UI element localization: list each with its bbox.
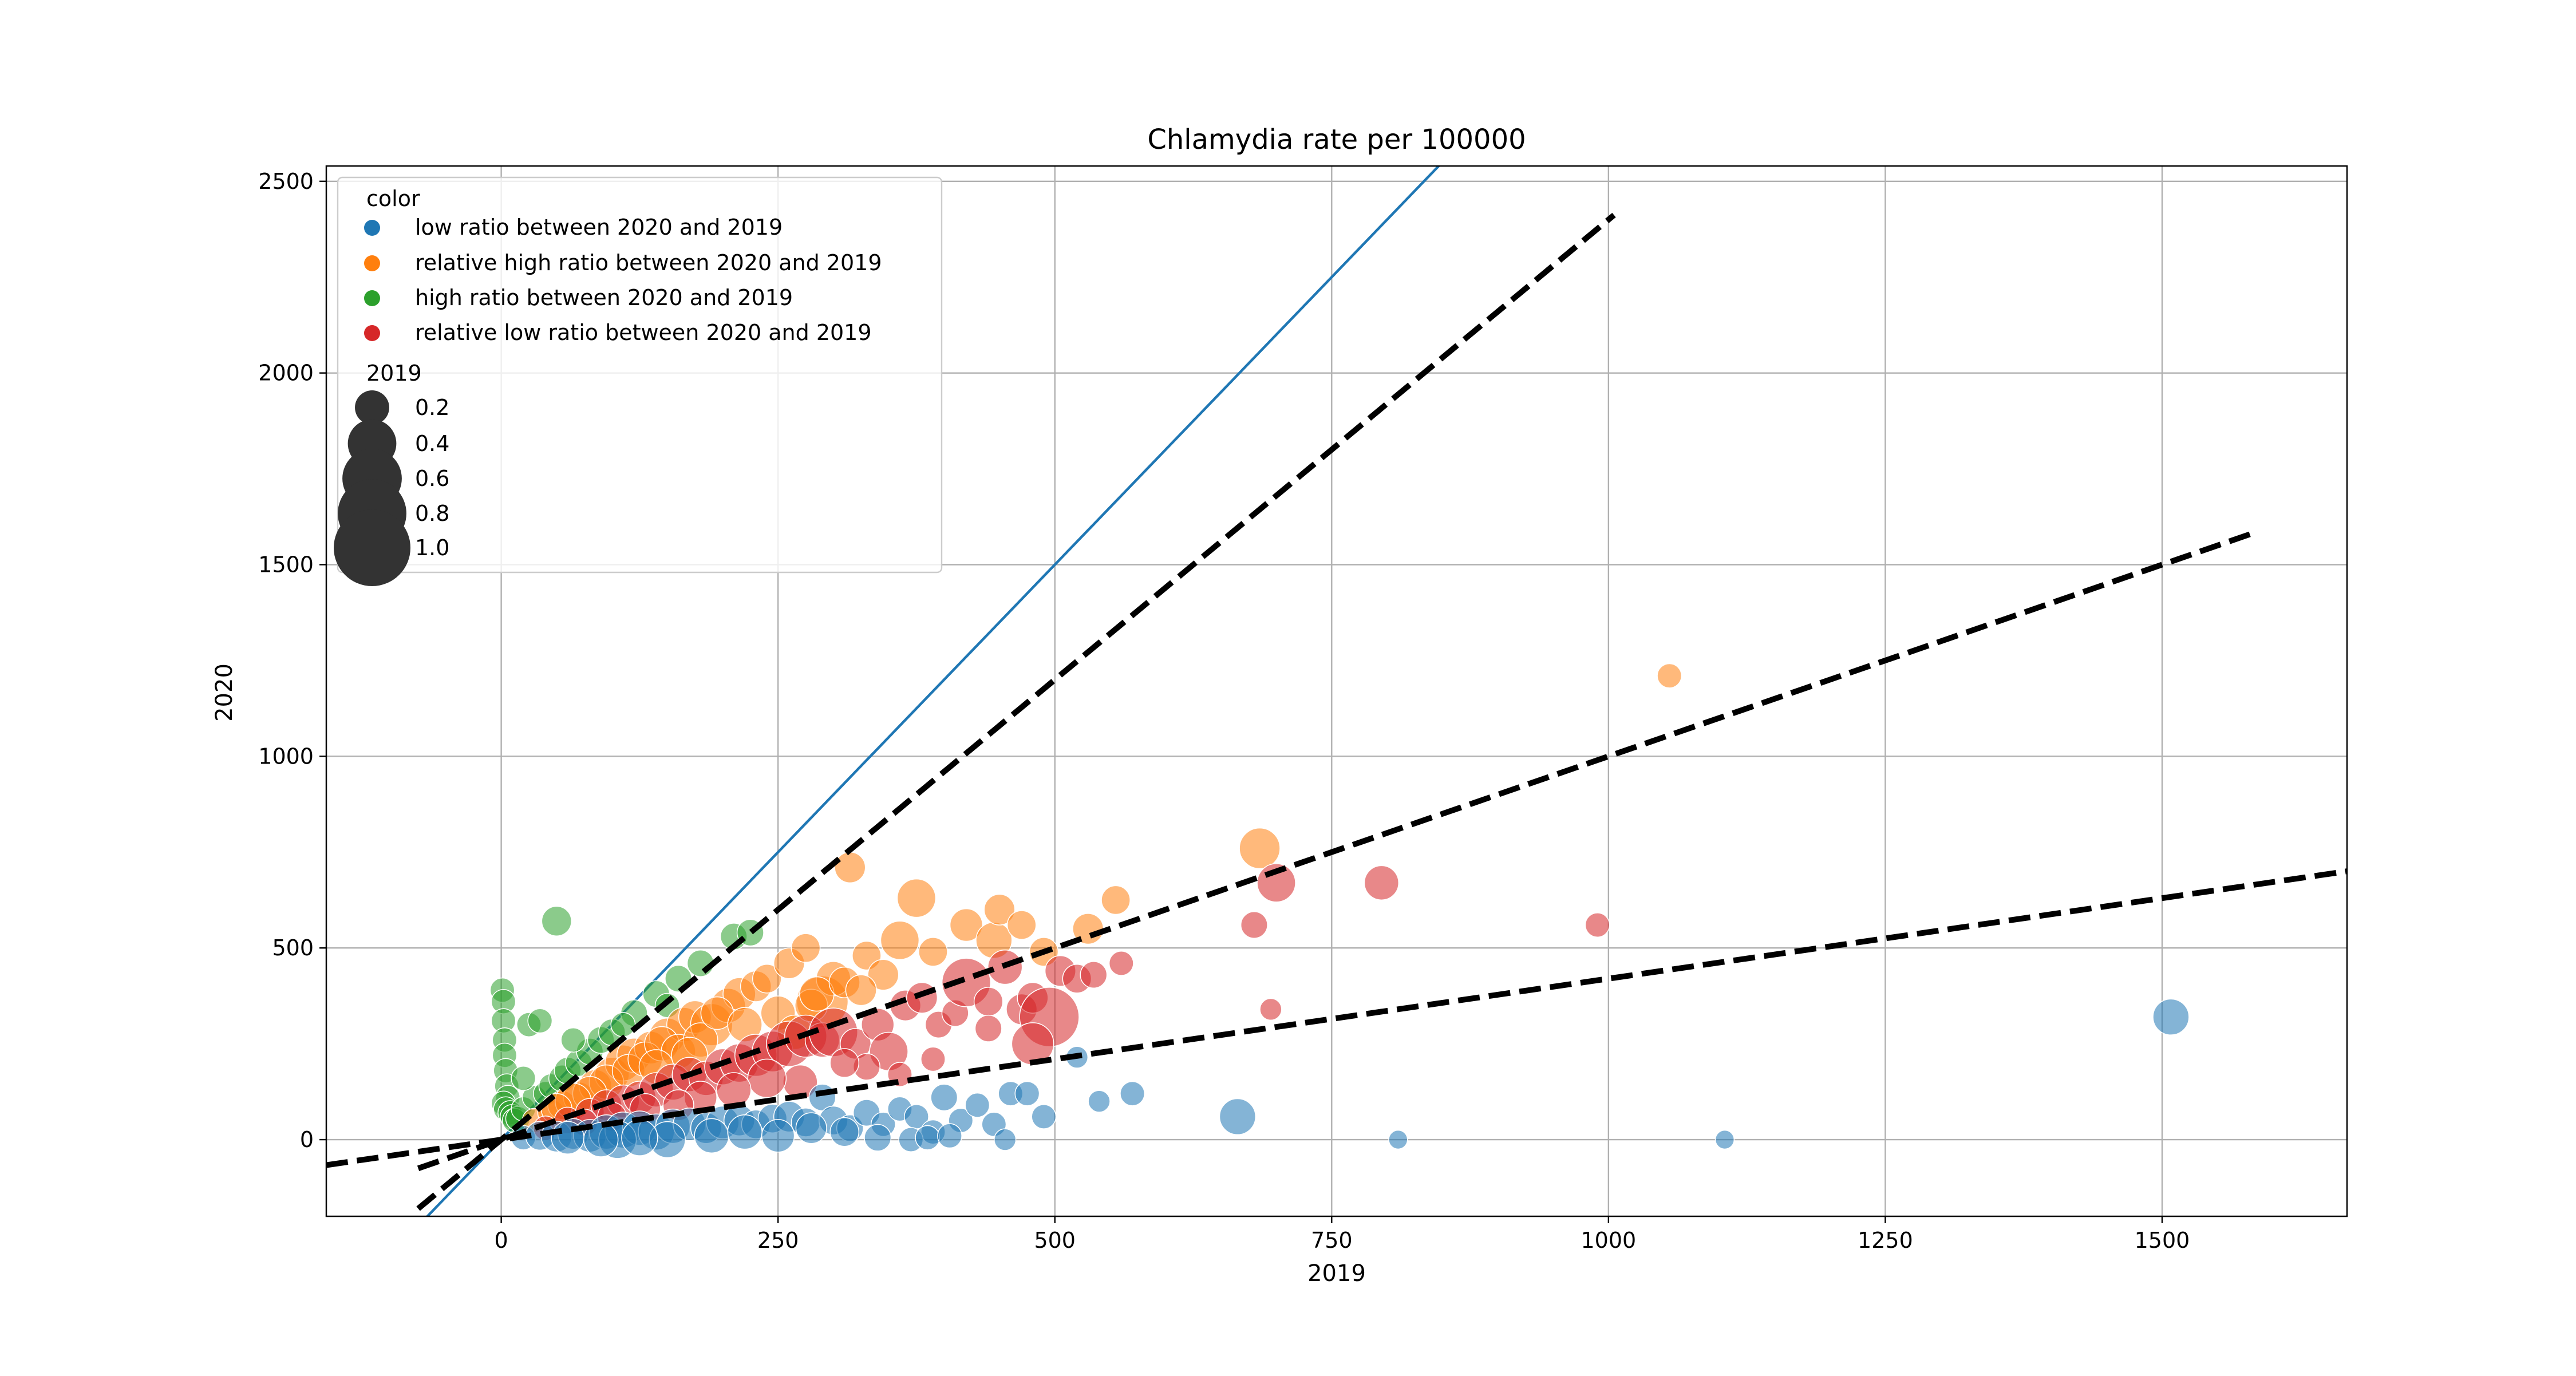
chart-title: Chlamydia rate per 100000 bbox=[1147, 124, 1526, 156]
scatter-point bbox=[747, 1058, 787, 1098]
scatter-point bbox=[949, 908, 983, 942]
scatter-point bbox=[1388, 1129, 1408, 1150]
legend-size-title: 2019 bbox=[366, 361, 422, 386]
scatter-point bbox=[791, 933, 821, 963]
scatter-point bbox=[867, 959, 899, 991]
y-tick-label: 1500 bbox=[258, 552, 314, 577]
y-tick-label: 0 bbox=[300, 1127, 314, 1152]
legend-size-label: 0.8 bbox=[415, 501, 449, 526]
scatter-point bbox=[527, 1008, 553, 1034]
scatter-point bbox=[965, 1092, 990, 1118]
scatter-point bbox=[610, 1012, 636, 1038]
scatter-point bbox=[1585, 912, 1610, 938]
scatter-point bbox=[896, 878, 937, 918]
x-tick-label: 250 bbox=[757, 1228, 799, 1253]
legend-marker bbox=[364, 220, 380, 236]
legend-color-title: color bbox=[366, 186, 420, 211]
scatter-point bbox=[1657, 663, 1682, 689]
y-tick-label: 2000 bbox=[258, 361, 314, 386]
scatter-point bbox=[915, 1125, 941, 1150]
scatter-point bbox=[716, 1072, 752, 1108]
legend-size-label: 0.6 bbox=[415, 466, 449, 491]
clipped-layer bbox=[326, 166, 2347, 1216]
scatter-point bbox=[930, 1084, 958, 1112]
x-axis-label: 2019 bbox=[1307, 1260, 1366, 1287]
legend-size-label: 1.0 bbox=[415, 535, 449, 560]
scatter-point bbox=[1088, 1090, 1111, 1113]
scatter-point bbox=[583, 1122, 619, 1157]
x-tick-label: 1500 bbox=[2135, 1228, 2190, 1253]
scatter-point bbox=[906, 982, 938, 1014]
scatter-point bbox=[560, 1027, 586, 1053]
scatter-point bbox=[993, 1128, 1017, 1151]
legend-size-marker bbox=[334, 509, 410, 586]
legend-size-marker bbox=[355, 390, 389, 425]
scatter-point bbox=[511, 1065, 536, 1091]
scatter-point bbox=[1120, 1081, 1145, 1106]
x-tick-label: 500 bbox=[1034, 1228, 1076, 1253]
scatter-point bbox=[621, 1119, 658, 1156]
legend-size-label: 0.2 bbox=[415, 395, 449, 420]
scatter-point bbox=[2152, 998, 2190, 1035]
scatter-point bbox=[1080, 961, 1108, 989]
scatter-point bbox=[880, 920, 920, 960]
scatter-point bbox=[1006, 910, 1037, 940]
legend-label: high ratio between 2020 and 2019 bbox=[415, 285, 793, 310]
legend-size-label: 0.4 bbox=[415, 431, 449, 456]
scatter-point bbox=[918, 937, 948, 967]
legend-marker bbox=[364, 255, 380, 271]
reference-dashed-line bbox=[417, 531, 2252, 1172]
scatter-point bbox=[727, 1114, 762, 1150]
scatter-point bbox=[834, 852, 866, 884]
scatter-point bbox=[1259, 998, 1282, 1021]
scatter-point bbox=[1101, 885, 1131, 915]
x-tick-label: 1250 bbox=[1858, 1228, 1913, 1253]
legend: color low ratio between 2020 and 2019 rela… bbox=[334, 176, 943, 586]
plot-area: 0 250 500 750 1000 1250 1500 0 500 1000 1500 2000 25… bbox=[258, 165, 2348, 1253]
scatter-point bbox=[541, 906, 572, 937]
scatter-point bbox=[752, 963, 782, 994]
scatter-point bbox=[1364, 865, 1400, 901]
legend-marker bbox=[364, 325, 380, 341]
scatter-point bbox=[864, 1124, 892, 1152]
scatter-point bbox=[761, 1119, 795, 1153]
scatter-point bbox=[1014, 1081, 1040, 1106]
legend-label: relative high ratio between 2020 and 201… bbox=[415, 250, 882, 275]
ratio-line bbox=[425, 166, 1441, 1216]
x-tick-label: 750 bbox=[1311, 1228, 1353, 1253]
scatter-point bbox=[973, 987, 1003, 1017]
x-tick-label: 1000 bbox=[1581, 1228, 1636, 1253]
y-tick-label: 1000 bbox=[258, 744, 314, 769]
scatter-point bbox=[845, 974, 877, 1006]
legend-label: relative low ratio between 2020 and 2019 bbox=[415, 320, 872, 345]
scatter-point bbox=[937, 1123, 962, 1149]
scatter-point bbox=[974, 1014, 1002, 1042]
scatter-point bbox=[694, 1118, 729, 1154]
scatter-point bbox=[1239, 827, 1281, 869]
y-tick-label: 500 bbox=[272, 935, 314, 960]
legend-marker bbox=[364, 290, 380, 306]
scatter-point bbox=[1714, 1129, 1735, 1150]
series-group bbox=[511, 998, 2190, 1159]
legend-box bbox=[337, 176, 943, 574]
scatter-point bbox=[829, 1048, 860, 1078]
legend-label: low ratio between 2020 and 2019 bbox=[415, 215, 783, 240]
scatter-point bbox=[1031, 1104, 1057, 1129]
scatter-point bbox=[920, 1046, 946, 1072]
reference-dashed-line bbox=[416, 212, 1616, 1211]
scatter-point bbox=[1240, 911, 1268, 939]
x-tick-label: 0 bbox=[495, 1228, 508, 1253]
plot-frame bbox=[325, 165, 2348, 1217]
scatter-point bbox=[983, 893, 1016, 926]
y-tick-label: 2500 bbox=[258, 169, 314, 194]
scatter-point bbox=[795, 1112, 827, 1144]
reference-dashed-line bbox=[326, 868, 2347, 1168]
scatter-point bbox=[829, 1117, 860, 1147]
y-axis-label: 2020 bbox=[211, 663, 238, 722]
scatter-point bbox=[1108, 951, 1134, 976]
scatter-point bbox=[1219, 1098, 1257, 1136]
